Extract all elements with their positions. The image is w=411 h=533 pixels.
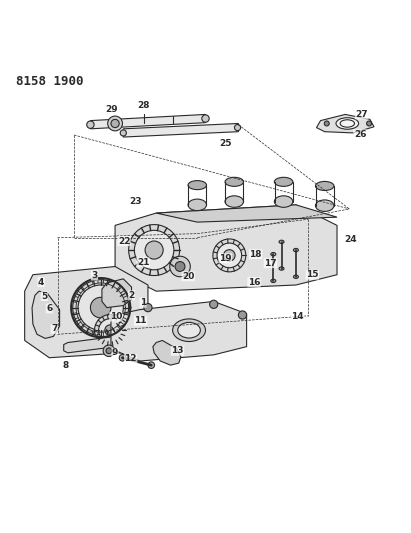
Ellipse shape <box>202 115 209 122</box>
Text: 3: 3 <box>91 271 98 280</box>
Text: 17: 17 <box>264 259 277 268</box>
Text: 20: 20 <box>182 272 194 281</box>
Polygon shape <box>153 341 181 365</box>
Ellipse shape <box>279 240 284 244</box>
Text: 1: 1 <box>140 298 146 307</box>
Circle shape <box>99 319 122 342</box>
Text: 16: 16 <box>248 278 260 287</box>
Polygon shape <box>156 205 337 222</box>
Text: 26: 26 <box>354 130 366 139</box>
Ellipse shape <box>225 196 243 207</box>
Ellipse shape <box>275 196 293 207</box>
Text: 9: 9 <box>112 348 118 357</box>
Polygon shape <box>115 205 337 291</box>
Text: 25: 25 <box>219 139 231 148</box>
Ellipse shape <box>316 181 334 190</box>
Text: 8158 1900: 8158 1900 <box>16 75 84 88</box>
Text: 10: 10 <box>110 312 122 321</box>
Text: 14: 14 <box>291 312 304 321</box>
Ellipse shape <box>293 248 298 252</box>
Text: 21: 21 <box>137 258 149 267</box>
Circle shape <box>238 311 247 319</box>
Circle shape <box>111 119 119 127</box>
Circle shape <box>73 280 129 336</box>
Polygon shape <box>123 124 238 137</box>
Circle shape <box>213 239 246 272</box>
Circle shape <box>170 256 190 277</box>
Circle shape <box>103 345 115 357</box>
Text: 13: 13 <box>171 346 184 356</box>
Circle shape <box>217 243 242 268</box>
Circle shape <box>175 262 185 271</box>
Text: 19: 19 <box>219 254 231 263</box>
Ellipse shape <box>173 319 206 342</box>
Text: 4: 4 <box>38 278 44 287</box>
Text: 29: 29 <box>106 106 118 115</box>
Polygon shape <box>90 115 206 129</box>
Text: 12: 12 <box>125 354 137 364</box>
Ellipse shape <box>234 125 241 131</box>
Ellipse shape <box>188 181 206 190</box>
Polygon shape <box>25 266 148 358</box>
Text: 5: 5 <box>41 292 48 301</box>
Ellipse shape <box>178 322 201 338</box>
Text: 11: 11 <box>134 316 147 325</box>
Text: 6: 6 <box>46 304 53 313</box>
Circle shape <box>145 241 163 259</box>
Circle shape <box>129 224 180 276</box>
Text: 24: 24 <box>344 235 356 244</box>
Text: 15: 15 <box>306 270 319 279</box>
Text: 18: 18 <box>249 249 262 259</box>
Circle shape <box>148 362 155 368</box>
Circle shape <box>90 297 111 318</box>
Text: 27: 27 <box>356 110 368 119</box>
Ellipse shape <box>225 177 243 187</box>
Ellipse shape <box>188 199 206 211</box>
Circle shape <box>108 116 122 131</box>
Circle shape <box>134 230 174 270</box>
Polygon shape <box>32 291 60 338</box>
Polygon shape <box>64 332 140 353</box>
Ellipse shape <box>87 121 94 128</box>
Ellipse shape <box>316 200 334 212</box>
Circle shape <box>95 314 126 346</box>
Text: 22: 22 <box>118 237 130 246</box>
Circle shape <box>106 348 112 353</box>
Text: 23: 23 <box>129 197 142 206</box>
Circle shape <box>367 121 372 126</box>
Text: 28: 28 <box>138 101 150 110</box>
Ellipse shape <box>271 279 276 282</box>
Circle shape <box>324 121 329 126</box>
Circle shape <box>105 325 115 336</box>
Ellipse shape <box>336 118 358 129</box>
Ellipse shape <box>120 130 127 136</box>
Circle shape <box>78 285 123 330</box>
Circle shape <box>144 303 152 312</box>
Polygon shape <box>111 302 247 361</box>
Circle shape <box>119 354 126 361</box>
Ellipse shape <box>275 177 293 187</box>
Text: 7: 7 <box>51 325 58 334</box>
Text: 8: 8 <box>62 361 69 370</box>
Polygon shape <box>316 115 374 133</box>
Circle shape <box>210 300 218 309</box>
Text: 2: 2 <box>128 291 135 300</box>
Ellipse shape <box>279 267 284 270</box>
Ellipse shape <box>271 253 276 256</box>
Ellipse shape <box>293 275 298 278</box>
Polygon shape <box>102 279 132 308</box>
Circle shape <box>224 249 235 261</box>
